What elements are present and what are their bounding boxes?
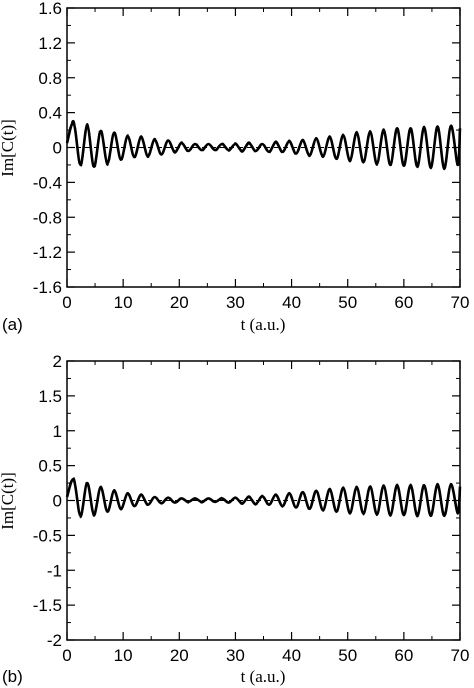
panel-a-ytick-label: 0.8 bbox=[38, 69, 62, 88]
panel-a-series-dashed bbox=[66, 119, 461, 171]
panel-a-xlabel: t (a.u.) bbox=[241, 315, 286, 334]
panel-a-xtick-label: 40 bbox=[282, 293, 301, 312]
panel-b-xtick-label: 50 bbox=[338, 646, 357, 665]
panel-a-ytick-label: 1.6 bbox=[38, 0, 62, 18]
panel-a-series bbox=[65, 119, 462, 171]
panel-b-ticks bbox=[66, 360, 461, 641]
panel-b-xtick-label: 0 bbox=[62, 646, 71, 665]
panel-a-xtick-label: 50 bbox=[338, 293, 357, 312]
panel-a-ytick-label: -0.8 bbox=[33, 208, 62, 227]
panel-b-ytick-label: -1 bbox=[47, 561, 62, 580]
panel-a-ylabel: Im[C(t)] bbox=[0, 119, 17, 177]
panel-a-ytick-label: -1.6 bbox=[33, 278, 62, 297]
panel-b-label: (b) bbox=[2, 667, 23, 686]
panel-b-xtick-label: 10 bbox=[114, 646, 133, 665]
panel-b-series-solid bbox=[65, 478, 462, 518]
panel-b-ytick-label: 0 bbox=[53, 492, 62, 511]
panel-a-xtick-label: 60 bbox=[394, 293, 413, 312]
panel-b-xtick-label: 20 bbox=[170, 646, 189, 665]
panel-a-xtick-label: 0 bbox=[62, 293, 71, 312]
panel-a-ticks bbox=[66, 7, 461, 288]
panel-b-ytick-label: 1 bbox=[53, 422, 62, 441]
panel-a-ytick-label: 0.4 bbox=[38, 104, 62, 123]
panel-b-ytick-label: -0.5 bbox=[33, 526, 62, 545]
panel-b-xtick-label: 70 bbox=[451, 646, 470, 665]
panel-b-xtick-label: 60 bbox=[394, 646, 413, 665]
panel-a: 0 10 20 30 40 50 60 70 1.6 1.2 0.8 0.4 0 -0.4 -0.8 -1.2… bbox=[0, 0, 469, 334]
panel-a-xtick-label: 70 bbox=[451, 293, 470, 312]
panel-a-ytick-label: -0.4 bbox=[33, 173, 62, 192]
panel-a-ytick-label: -1.2 bbox=[33, 243, 62, 262]
panel-b-xlabel: t (a.u.) bbox=[241, 667, 286, 686]
panel-b-ytick-label: 2 bbox=[53, 352, 62, 371]
panel-a-ytick-label: 0 bbox=[53, 139, 62, 158]
panel-b-series bbox=[65, 476, 462, 519]
panel-a-ytick-label: 1.2 bbox=[38, 34, 62, 53]
panel-b-ytick-label: -1.5 bbox=[33, 596, 62, 615]
panel-b-xtick-label: 30 bbox=[226, 646, 245, 665]
panel-b-ytick-label: 0.5 bbox=[38, 457, 62, 476]
panel-b-ytick-label: -2 bbox=[47, 631, 62, 650]
panel-b-ylabel: Im[C(t)] bbox=[0, 472, 17, 530]
panel-a-xtick-label: 20 bbox=[170, 293, 189, 312]
panel-b-tick-labels: 0 10 20 30 40 50 60 70 2 1.5 1 0.5 0 -0.5 -1 -1.5 -2 bbox=[33, 352, 470, 665]
panel-a-xtick-label: 30 bbox=[226, 293, 245, 312]
panel-b-xtick-label: 40 bbox=[282, 646, 301, 665]
panel-b: 0 10 20 30 40 50 60 70 2 1.5 1 0.5 0 -0.5 -1 -1.5 -2 Im[… bbox=[0, 352, 469, 686]
panel-a-tick-labels: 0 10 20 30 40 50 60 70 1.6 1.2 0.8 0.4 0 -0.4 -0.8 -1.2… bbox=[33, 0, 470, 312]
panel-b-ytick-label: 1.5 bbox=[38, 387, 62, 406]
panel-a-label: (a) bbox=[2, 315, 23, 334]
panel-a-xtick-label: 10 bbox=[114, 293, 133, 312]
